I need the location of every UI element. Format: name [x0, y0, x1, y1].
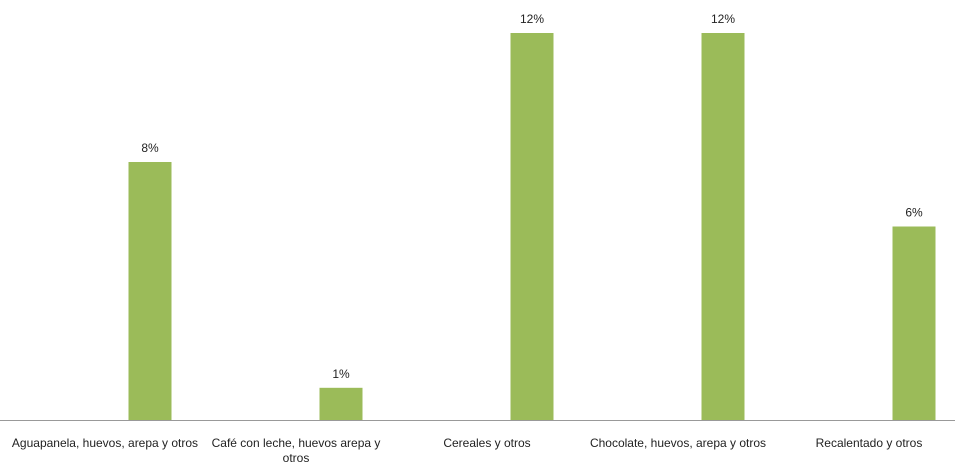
bar-5 [892, 226, 936, 420]
data-labels-group: 8% 1% 12% 12% 6% [141, 12, 923, 381]
category-label-4: Chocolate, huevos, arepa y otros [589, 436, 767, 450]
category-label-3: Cereales y otros [443, 436, 531, 450]
data-label-2: 1% [332, 367, 350, 381]
category-label-5: Recalentado y otros [815, 436, 923, 450]
bar-3 [510, 33, 554, 420]
category-label-1: Aguapanela, huevos, arepa y otros [11, 436, 199, 450]
data-label-5: 6% [905, 206, 923, 220]
bars-group [128, 33, 936, 421]
data-label-4: 12% [711, 12, 735, 26]
bar-2 [319, 387, 363, 421]
bar-4 [701, 33, 745, 420]
category-label-2: Café con leche, huevos arepa y otros [211, 436, 381, 465]
data-label-1: 8% [141, 141, 159, 155]
bar-1 [128, 162, 172, 420]
data-label-3: 12% [520, 12, 544, 26]
